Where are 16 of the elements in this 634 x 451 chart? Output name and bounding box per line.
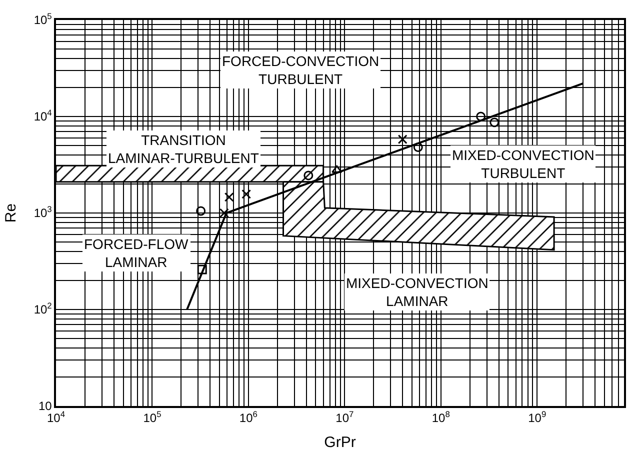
annotation: TRANSITION LAMINAR-TURBULENT [108,132,260,166]
y-axis-title: Re [2,203,20,223]
y-tick-label: 10$^{4}$ [34,108,52,124]
x-tick-label: 10$^{8}$ [432,409,450,426]
annotation: FORCED-FLOW LAMINAR [84,236,189,270]
x-tick-label: 10$^{5}$ [143,409,162,426]
y-tick-label: 10$^{3}$ [34,204,52,220]
y-tick-label: 10$^{2}$ [34,300,52,317]
x-tick-label: 10$^{6}$ [239,409,258,426]
annotation: MIXED-CONVECTION TURBULENT [452,147,594,182]
y-tick-label: 10$^{5}$ [34,11,52,28]
annotation: MIXED-CONVECTION LAMINAR [346,275,488,310]
x-axis-title: GrPr [324,434,356,451]
x-tick-label: 10$^{7}$ [336,409,354,426]
annotation: FORCED-CONVECTION TURBULENT [222,53,380,88]
x-tick-label: 10$^{9}$ [528,409,546,426]
